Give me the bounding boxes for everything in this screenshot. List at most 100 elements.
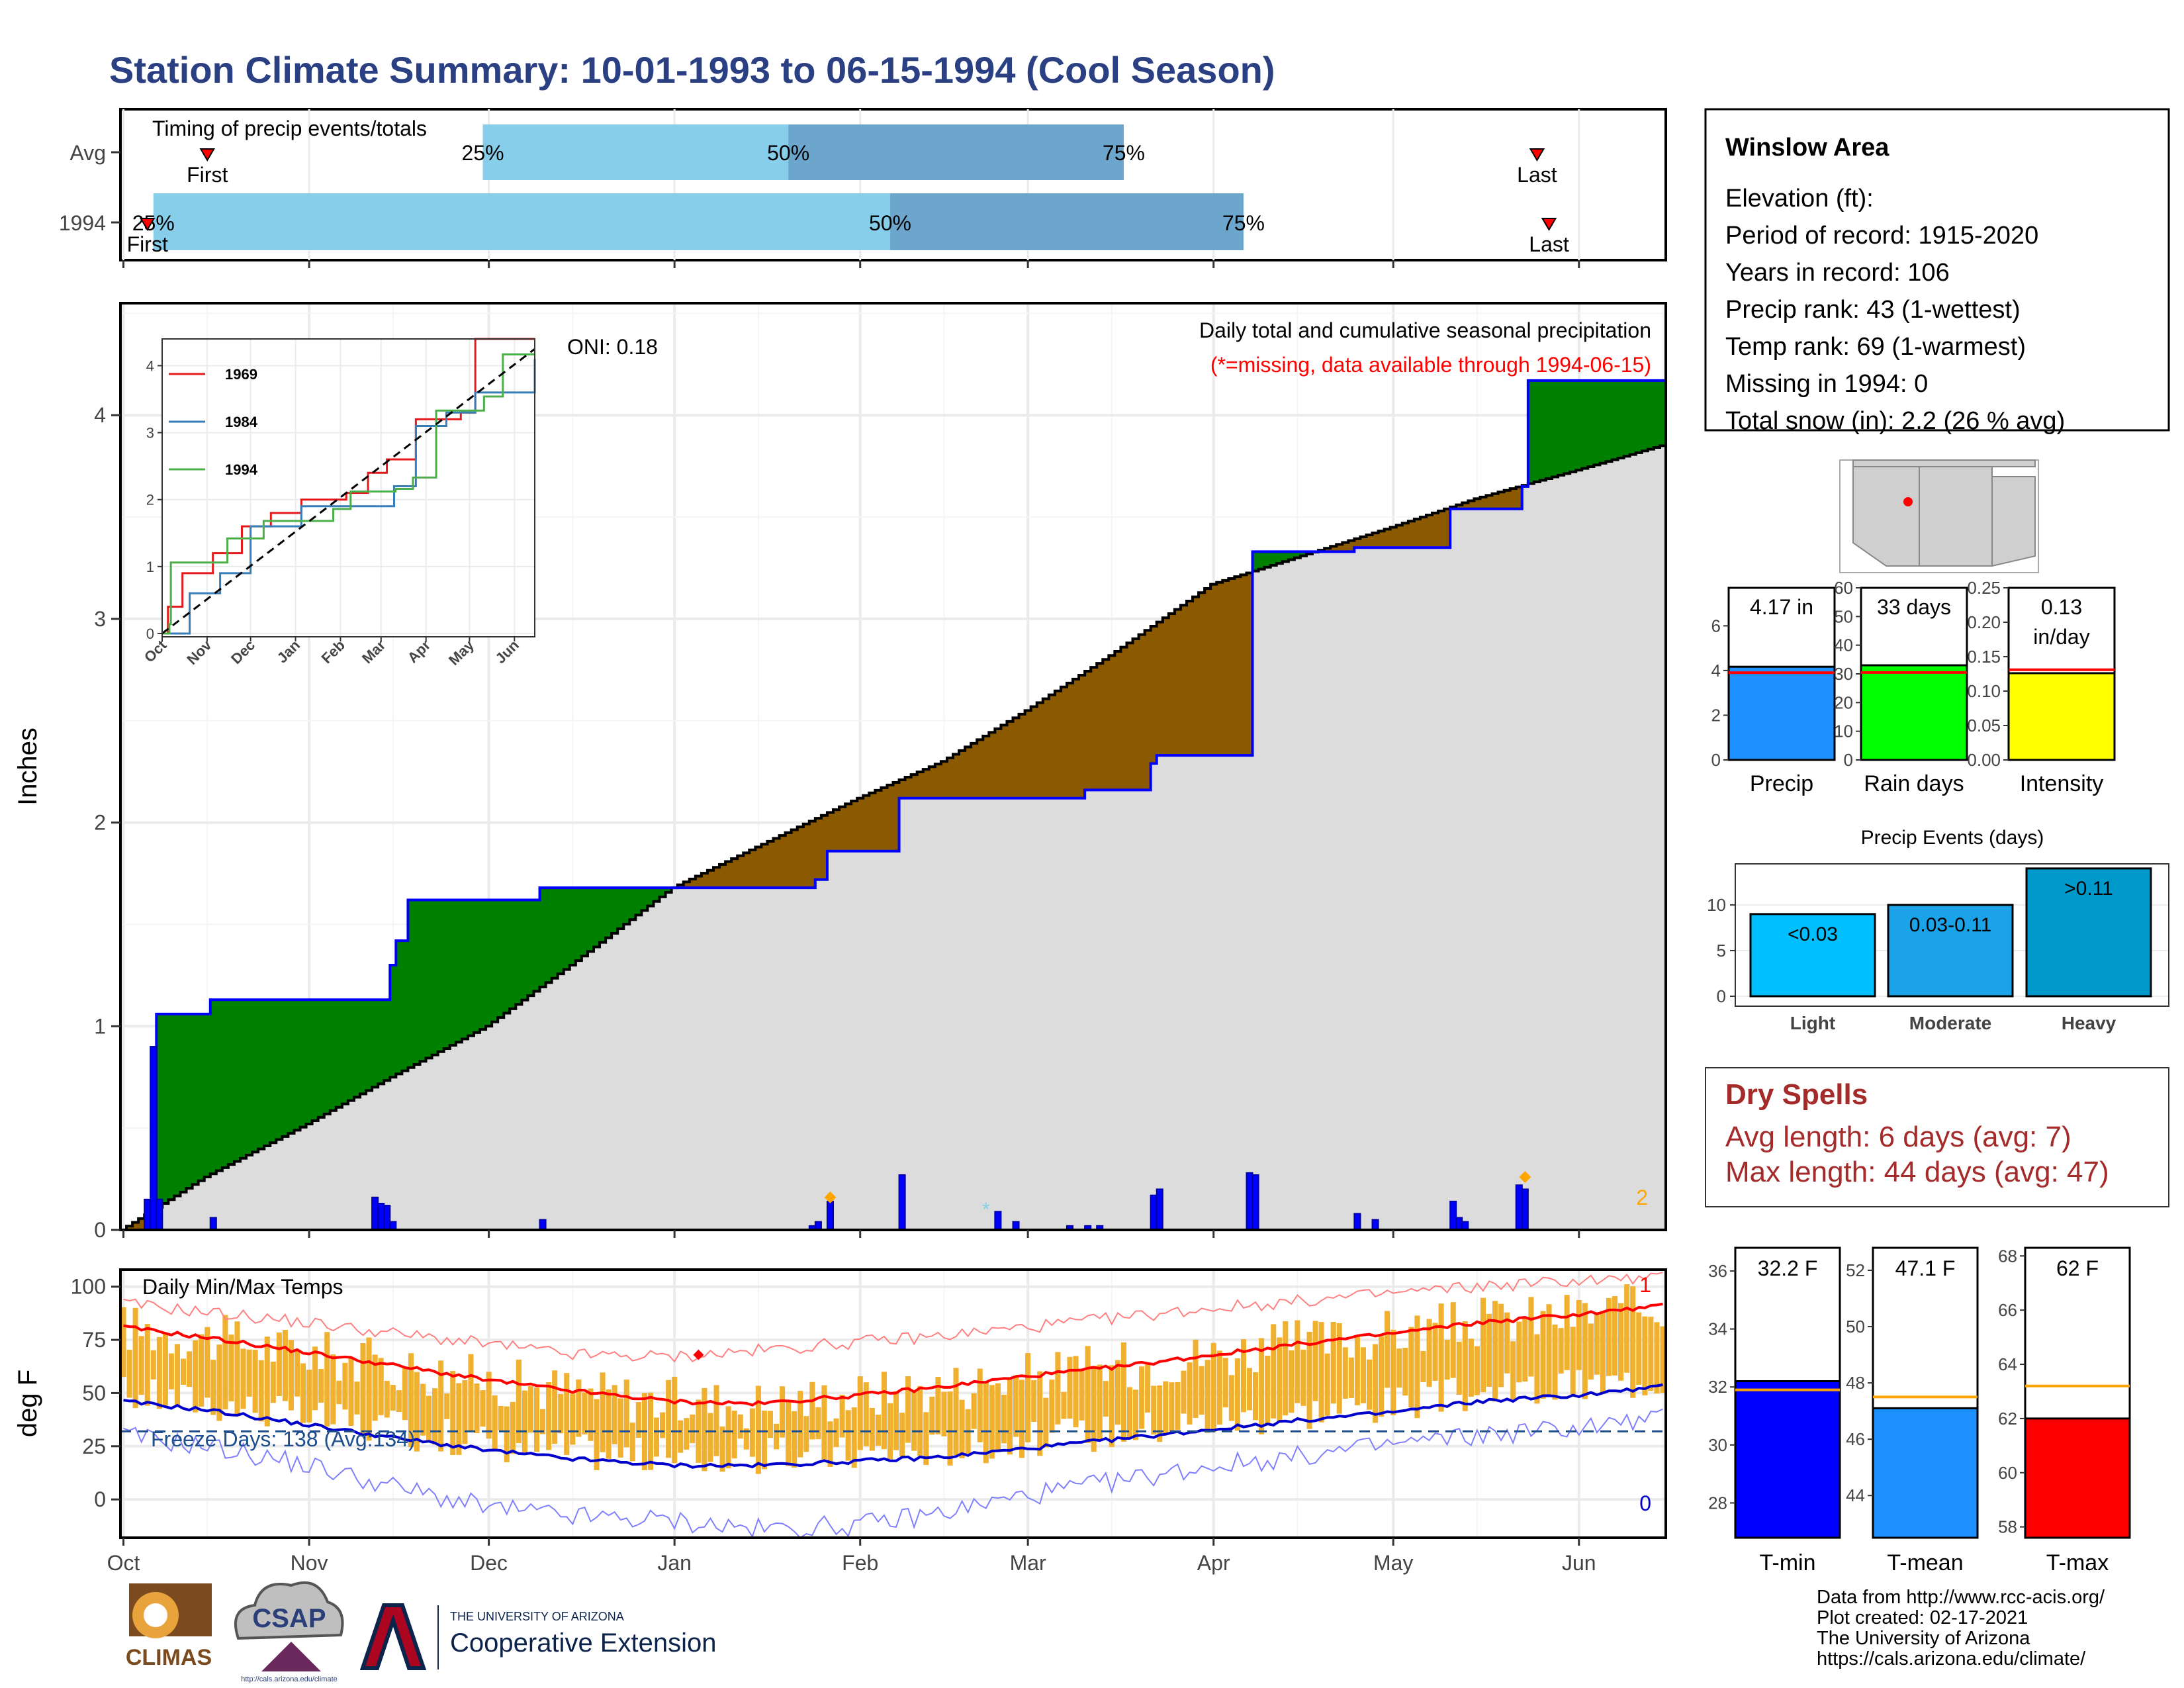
temp-ytick-label-4: 100 [71,1275,106,1299]
avg-min-line [123,1383,1663,1469]
daily-precip-bar-24 [1449,1200,1457,1231]
diff-fill-day-22 [252,1000,259,1152]
diff-fill-day-179 [1193,596,1199,756]
temperature-panel: 0 25 50 75 100 Oct Nov Dec Jan Feb Mar Apr May Jun de… [13,1268,1667,1575]
temp-day-bar-65 [510,1401,516,1454]
temp-day-bar-250 [1618,1303,1624,1381]
events-plot: <0.03 Light 0.03-0.11 Moderate >0.11 Heavy 0 5 1… [1707,867,2169,1033]
temp-day-bar-92 [672,1376,678,1464]
temp-day-bar-0 [120,1307,126,1378]
daily-precip-bar-13 [994,1211,1002,1231]
temp-gauge-label-0: T-min [1760,1550,1816,1575]
temp-day-bar-124 [863,1382,869,1446]
temp-day-bar-171 [1145,1364,1151,1413]
temp-day-bar-45 [390,1385,396,1411]
diff-fill-day-56 [455,900,463,1043]
temp-xtick-label-7: May [1373,1551,1413,1575]
temp-gauge-1-tick-label-4: 52 [1846,1260,1865,1280]
temp-day-bar-145 [989,1385,995,1459]
diff-fill-day-187 [1240,575,1248,756]
temp-day-bar-77 [582,1392,588,1434]
inset-series-1994 [162,353,535,635]
diff-fill-day-190 [1258,551,1265,569]
timing-first-label-0: First [187,163,228,187]
station-period: Period of record: 1915-2020 [1725,222,2038,250]
temp-gauge-1-tick-label-3: 50 [1846,1317,1865,1336]
temp-day-bar-209 [1373,1344,1379,1423]
diff-fill-day-67 [522,900,529,1000]
diff-fill-day-233 [1516,487,1523,509]
events-bar-light [1749,913,1876,998]
temp-day-bar-222 [1450,1302,1456,1378]
temp-day-bar-143 [977,1368,983,1442]
diff-fill-day-82 [612,888,618,933]
diff-fill-day-214 [1402,523,1409,548]
diff-fill-day-225 [1468,500,1475,509]
diff-fill-day-119 [833,810,840,851]
temp-day-bar-131 [905,1376,911,1443]
temp-day-bar-69 [533,1387,540,1452]
events-bar-heavy [2025,867,2152,998]
diff-fill-day-87 [641,888,649,911]
temp-day-bar-109 [773,1423,780,1450]
temp-day-bar-130 [899,1413,905,1457]
temp-day-bar-62 [492,1395,498,1450]
diff-fill-day-217 [1420,517,1427,548]
diff-fill-day-26 [276,1000,283,1140]
diff-fill-day-154 [1042,698,1050,798]
diff-fill-day-151 [1024,710,1032,798]
diff-fill-day-183 [1216,582,1223,756]
diff-fill-day-41 [366,1000,373,1091]
temp-day-bar-166 [1115,1360,1120,1425]
temp-day-bar-51 [426,1395,432,1442]
timing-label-25-1: 25% [132,211,175,235]
precip-frame [119,302,1667,1231]
diff-fill-day-133 [917,772,924,798]
diff-fill-day-174 [1162,618,1169,756]
inset-ytick-label-2: 2 [146,492,154,508]
diff-fill-day-113 [797,827,804,888]
map-texas [1991,476,2036,567]
csap-logo-url: http://cals.arizona.edu/climate [241,1675,338,1683]
temp-day-bar-167 [1120,1342,1126,1442]
timing-last-marker-1 [1541,218,1557,231]
temp-frame-bg [120,1270,1666,1538]
station-temp-rank: Temp rank: 69 (1-warmest) [1725,333,2026,361]
temp-day-bar-108 [767,1411,773,1438]
temp-day-bar-162 [1091,1366,1097,1452]
diff-fill-day-236 [1533,380,1541,483]
gauge-bar-2 [2007,672,2116,761]
temp-day-bar-44 [384,1380,390,1418]
diff-fill-day-126 [875,790,882,851]
temp-day-bar-233 [1516,1321,1522,1383]
temp-day-bar-254 [1642,1316,1648,1395]
temp-day-bar-16 [216,1344,222,1421]
temp-day-bar-118 [827,1421,833,1467]
inset-ytick-label-0: 0 [146,626,154,642]
diff-fill-day-171 [1144,630,1152,790]
page-title: Station Climate Summary: 10-01-1993 to 0… [109,49,1275,91]
temp-day-bar-253 [1636,1312,1642,1385]
timing-panel: Timing of precip events/totals Avg 1994 … [59,108,1667,268]
temp-day-bar-5 [150,1350,156,1380]
events-tick-label-2: 10 [1707,895,1726,915]
daily-precip-bar-0 [144,1198,152,1231]
diff-fill-day-109 [773,838,780,888]
diff-fill-day-88 [647,888,655,906]
temp-frame [119,1268,1667,1539]
temp-day-bar-137 [941,1391,947,1436]
temp-day-bar-113 [797,1391,803,1458]
diff-fill-day-216 [1414,519,1421,548]
temp-day-bar-57 [462,1380,468,1444]
temp-day-bar-242 [1570,1327,1576,1396]
daily-precip-bar-28 [1521,1188,1529,1231]
temp-day-bar-11 [187,1351,193,1387]
temp-gauge-2-tick-label-3: 64 [1998,1354,2017,1374]
snow-markers: * [824,1171,1531,1221]
diff-fill-day-23 [258,1000,265,1149]
diff-fill-day-138 [946,757,954,798]
temp-day-bar-115 [809,1382,815,1440]
temp-gauge-bar-0 [1734,1380,1841,1539]
inset-frame-bg [162,339,535,637]
timing-bar-q50-q75-1 [889,193,1244,250]
